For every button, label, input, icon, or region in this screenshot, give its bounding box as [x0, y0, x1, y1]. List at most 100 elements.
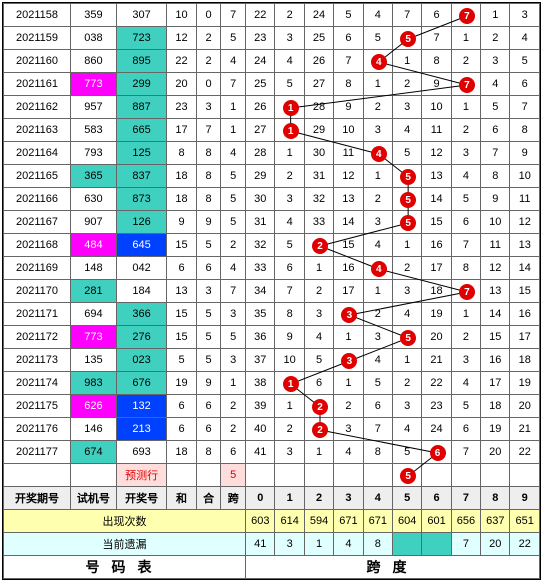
- sum-cell: 8: [167, 142, 196, 165]
- sum-cell: 15: [167, 326, 196, 349]
- num-cell: 3: [392, 96, 421, 119]
- num-cell: 4: [392, 303, 421, 326]
- num-cell: 21: [510, 418, 540, 441]
- num-cell: 4: [363, 234, 392, 257]
- data-row: 2021159038723122523325657124: [4, 27, 540, 50]
- sum-cell: 23: [167, 96, 196, 119]
- num-cell: 22: [246, 4, 275, 27]
- sum-cell: 9: [167, 211, 196, 234]
- num-cell: 1: [363, 280, 392, 303]
- kua-cell: 4: [221, 50, 246, 73]
- he-cell: 8: [196, 142, 221, 165]
- num-cell: 7: [451, 234, 480, 257]
- num-cell: 11: [334, 142, 363, 165]
- sum-cell: 6: [167, 395, 196, 418]
- num-cell: 7: [363, 418, 392, 441]
- num-cell: 38: [246, 372, 275, 395]
- period-cell: 2021171: [4, 303, 71, 326]
- num-cell: 16: [422, 234, 451, 257]
- num-cell: 13: [510, 234, 540, 257]
- miss-val: [422, 533, 451, 556]
- period-cell: 2021166: [4, 188, 71, 211]
- he-cell: 8: [196, 165, 221, 188]
- num-cell: 10: [275, 349, 304, 372]
- he-cell: 9: [196, 372, 221, 395]
- num-cell: 5: [334, 4, 363, 27]
- hdr-digit: 7: [451, 487, 480, 510]
- num-cell: 4: [304, 326, 333, 349]
- num-cell: 16: [334, 257, 363, 280]
- num-cell: 10: [481, 211, 510, 234]
- he-cell: 3: [196, 96, 221, 119]
- kua-cell: 5: [221, 188, 246, 211]
- num-cell: 2: [451, 326, 480, 349]
- count-val: 637: [481, 510, 510, 533]
- kua-cell: 1: [221, 372, 246, 395]
- data-row: 202117169436615533583241911416: [4, 303, 540, 326]
- num-cell: 18: [422, 280, 451, 303]
- trend-marker: 5: [400, 215, 416, 231]
- trend-marker: 4: [371, 54, 387, 70]
- sum-cell: 18: [167, 441, 196, 464]
- num-cell: 23: [246, 27, 275, 50]
- trend-marker: 5: [400, 192, 416, 208]
- num-cell: 20: [422, 326, 451, 349]
- num-cell: 2: [451, 50, 480, 73]
- num-cell: 3: [363, 119, 392, 142]
- num-cell: 28: [304, 96, 333, 119]
- miss-val: 8: [363, 533, 392, 556]
- num-cell: 19: [510, 372, 540, 395]
- kua-cell: 6: [221, 441, 246, 464]
- num-cell: 27: [304, 73, 333, 96]
- count-val: 601: [422, 510, 451, 533]
- sum-cell: 17: [167, 119, 196, 142]
- num-cell: 30: [304, 142, 333, 165]
- num-cell: 32: [304, 188, 333, 211]
- trial-cell: 793: [71, 142, 117, 165]
- he-cell: 5: [196, 303, 221, 326]
- num-cell: 3: [363, 211, 392, 234]
- num-cell: 24: [304, 4, 333, 27]
- num-cell: 2: [481, 27, 510, 50]
- kua-cell: 1: [221, 96, 246, 119]
- period-cell: 2021160: [4, 50, 71, 73]
- trial-cell: 907: [71, 211, 117, 234]
- kua-cell: 2: [221, 418, 246, 441]
- he-cell: 6: [196, 418, 221, 441]
- num-cell: 2: [334, 395, 363, 418]
- trial-cell: 583: [71, 119, 117, 142]
- num-cell: 6: [481, 119, 510, 142]
- predict-row: 预测行5: [4, 464, 540, 487]
- data-row: 202116358366517712729103411268: [4, 119, 540, 142]
- trial-cell: 626: [71, 395, 117, 418]
- kua-cell: 4: [221, 142, 246, 165]
- num-cell: 27: [246, 119, 275, 142]
- kua-cell: 5: [221, 326, 246, 349]
- num-cell: 4: [392, 418, 421, 441]
- trend-marker: 2: [312, 399, 328, 415]
- num-cell: 13: [334, 188, 363, 211]
- trial-cell: 773: [71, 326, 117, 349]
- period-cell: 2021172: [4, 326, 71, 349]
- num-cell: 3: [275, 27, 304, 50]
- data-row: 2021167907126995314331431561012: [4, 211, 540, 234]
- sum-cell: 10: [167, 4, 196, 27]
- num-cell: 6: [510, 73, 540, 96]
- count-label: 出现次数: [4, 510, 246, 533]
- num-cell: 34: [246, 280, 275, 303]
- num-cell: 39: [246, 395, 275, 418]
- num-cell: 1: [392, 234, 421, 257]
- he-cell: 9: [196, 211, 221, 234]
- data-row: 20211776746931886413148572022: [4, 441, 540, 464]
- num-cell: 4: [510, 27, 540, 50]
- he-cell: 2: [196, 50, 221, 73]
- num-cell: 8: [422, 50, 451, 73]
- num-cell: 9: [510, 142, 540, 165]
- num-cell: 1: [392, 349, 421, 372]
- period-cell: 2021170: [4, 280, 71, 303]
- hdr-digit: 0: [246, 487, 275, 510]
- num-cell: 16: [481, 349, 510, 372]
- num-cell: 12: [510, 211, 540, 234]
- num-cell: 4: [334, 441, 363, 464]
- num-cell: 2: [275, 4, 304, 27]
